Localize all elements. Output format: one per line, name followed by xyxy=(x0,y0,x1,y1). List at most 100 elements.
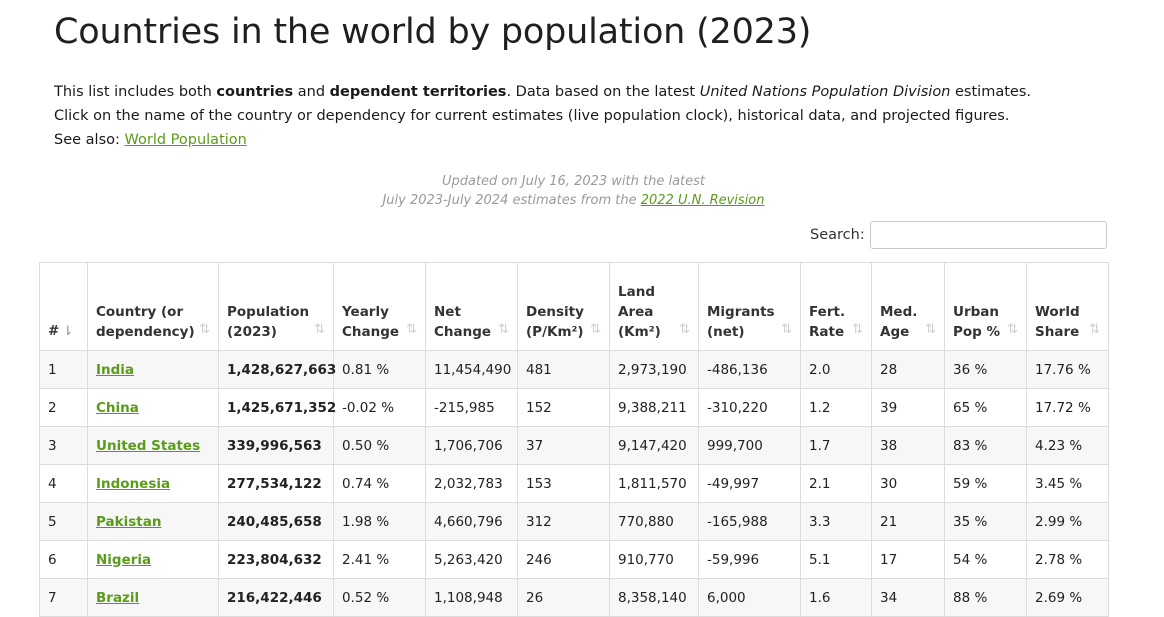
sort-icon: ⇅ xyxy=(314,322,325,337)
cell-med-age: 28 xyxy=(871,350,945,389)
cell-migrants: 6,000 xyxy=(698,578,801,617)
table-row: 7 Brazil 216,422,446 0.52 % 1,108,948 26… xyxy=(39,578,1109,617)
country-link[interactable]: Brazil xyxy=(96,589,140,606)
cell-migrants: -49,997 xyxy=(698,464,801,503)
cell-world-share: 17.76 % xyxy=(1026,350,1109,389)
cell-net-change: 11,454,490 xyxy=(425,350,518,389)
cell-yearly-change: 2.41 % xyxy=(333,540,426,579)
cell-population: 216,422,446 xyxy=(218,578,334,617)
sort-icon: ⇅ xyxy=(679,322,690,337)
table-header-row: # ⇂ Country (or dependency) ⇅ Population (… xyxy=(39,262,1109,351)
col-header-land-area[interactable]: Land Area (Km²) ⇅ xyxy=(609,262,699,351)
cell-net-change: 2,032,783 xyxy=(425,464,518,503)
cell-population: 223,804,632 xyxy=(218,540,334,579)
cell-fert-rate: 2.1 xyxy=(800,464,872,503)
cell-density: 246 xyxy=(517,540,610,579)
cell-land-area: 910,770 xyxy=(609,540,699,579)
cell-country: China xyxy=(87,388,219,427)
cell-rank: 5 xyxy=(39,502,88,541)
sort-icon: ⇅ xyxy=(925,322,936,337)
cell-population: 339,996,563 xyxy=(218,426,334,465)
country-link[interactable]: Nigeria xyxy=(96,551,152,568)
country-link[interactable]: Indonesia xyxy=(96,475,171,492)
cell-population: 1,428,627,663 xyxy=(218,350,336,389)
cell-yearly-change: 0.52 % xyxy=(333,578,426,617)
cell-country: Indonesia xyxy=(87,464,219,503)
search-label: Search: xyxy=(810,227,865,243)
col-header-population[interactable]: Population (2023) ⇅ xyxy=(218,262,334,351)
cell-rank: 2 xyxy=(39,388,88,427)
intro-line-2: Click on the name of the country or depe… xyxy=(54,108,1010,124)
updated-line-2: July 2023-July 2024 estimates from the 2… xyxy=(382,193,765,208)
table-row: 2 China 1,425,671,352 -0.02 % -215,985 1… xyxy=(39,388,1109,427)
cell-rank: 4 xyxy=(39,464,88,503)
sort-icon: ⇅ xyxy=(1007,322,1018,337)
col-header-fert-rate[interactable]: Fert. Rate ⇅ xyxy=(800,262,872,351)
sort-icon: ⇅ xyxy=(852,322,863,337)
col-header-rank[interactable]: # ⇂ xyxy=(39,262,88,351)
cell-urban-pop: 88 % xyxy=(944,578,1027,617)
cell-migrants: -165,988 xyxy=(698,502,801,541)
country-link[interactable]: India xyxy=(96,361,135,378)
cell-country: Nigeria xyxy=(87,540,219,579)
table-row: 6 Nigeria 223,804,632 2.41 % 5,263,420 2… xyxy=(39,540,1109,579)
un-revision-link[interactable]: 2022 U.N. Revision xyxy=(640,193,765,208)
population-table: # ⇂ Country (or dependency) ⇅ Population (… xyxy=(39,262,1109,617)
cell-world-share: 4.23 % xyxy=(1026,426,1109,465)
cell-yearly-change: 0.81 % xyxy=(333,350,426,389)
sort-icon: ⇅ xyxy=(1089,322,1100,337)
cell-population: 240,485,658 xyxy=(218,502,334,541)
cell-world-share: 17.72 % xyxy=(1026,388,1109,427)
sort-icon: ⇅ xyxy=(590,322,601,337)
cell-urban-pop: 59 % xyxy=(944,464,1027,503)
cell-migrants: -486,136 xyxy=(698,350,801,389)
intro-line-1: This list includes both countries and de… xyxy=(54,84,1031,100)
country-link[interactable]: China xyxy=(96,399,139,416)
col-header-density[interactable]: Density (P/Km²) ⇅ xyxy=(517,262,610,351)
cell-land-area: 9,388,211 xyxy=(609,388,699,427)
cell-density: 153 xyxy=(517,464,610,503)
cell-net-change: 1,706,706 xyxy=(425,426,518,465)
col-header-urban-pop[interactable]: Urban Pop % ⇅ xyxy=(944,262,1027,351)
col-header-med-age[interactable]: Med. Age ⇅ xyxy=(871,262,945,351)
cell-density: 481 xyxy=(517,350,610,389)
cell-med-age: 38 xyxy=(871,426,945,465)
cell-med-age: 30 xyxy=(871,464,945,503)
cell-net-change: 1,108,948 xyxy=(425,578,518,617)
intro-line-3: See also: World Population xyxy=(54,132,247,148)
col-header-yearly-change[interactable]: Yearly Change ⇅ xyxy=(333,262,426,351)
country-link[interactable]: Pakistan xyxy=(96,513,162,530)
updated-note: Updated on July 16, 2023 with the latest… xyxy=(0,172,1147,210)
cell-world-share: 2.99 % xyxy=(1026,502,1109,541)
cell-fert-rate: 3.3 xyxy=(800,502,872,541)
col-header-net-change[interactable]: Net Change ⇅ xyxy=(425,262,518,351)
cell-country: United States xyxy=(87,426,219,465)
cell-net-change: 4,660,796 xyxy=(425,502,518,541)
cell-migrants: -59,996 xyxy=(698,540,801,579)
cell-rank: 7 xyxy=(39,578,88,617)
world-population-link[interactable]: World Population xyxy=(124,132,247,148)
cell-population: 277,534,122 xyxy=(218,464,334,503)
cell-rank: 6 xyxy=(39,540,88,579)
cell-med-age: 17 xyxy=(871,540,945,579)
cell-population: 1,425,671,352 xyxy=(218,388,336,427)
cell-yearly-change: -0.02 % xyxy=(333,388,426,427)
cell-density: 312 xyxy=(517,502,610,541)
cell-land-area: 8,358,140 xyxy=(609,578,699,617)
intro-text: This list includes both countries and de… xyxy=(54,80,1134,152)
cell-rank: 1 xyxy=(39,350,88,389)
search-input[interactable] xyxy=(870,221,1107,249)
sort-icon: ⇅ xyxy=(406,322,417,337)
cell-land-area: 2,973,190 xyxy=(609,350,699,389)
cell-med-age: 39 xyxy=(871,388,945,427)
cell-fert-rate: 1.6 xyxy=(800,578,872,617)
country-link[interactable]: United States xyxy=(96,437,201,454)
col-header-migrants[interactable]: Migrants (net) ⇅ xyxy=(698,262,801,351)
cell-med-age: 34 xyxy=(871,578,945,617)
cell-rank: 3 xyxy=(39,426,88,465)
col-header-world-share[interactable]: World Share ⇅ xyxy=(1026,262,1109,351)
cell-fert-rate: 1.2 xyxy=(800,388,872,427)
col-header-country[interactable]: Country (or dependency) ⇅ xyxy=(87,262,219,351)
updated-line-1: Updated on July 16, 2023 with the latest xyxy=(441,174,706,189)
cell-urban-pop: 54 % xyxy=(944,540,1027,579)
